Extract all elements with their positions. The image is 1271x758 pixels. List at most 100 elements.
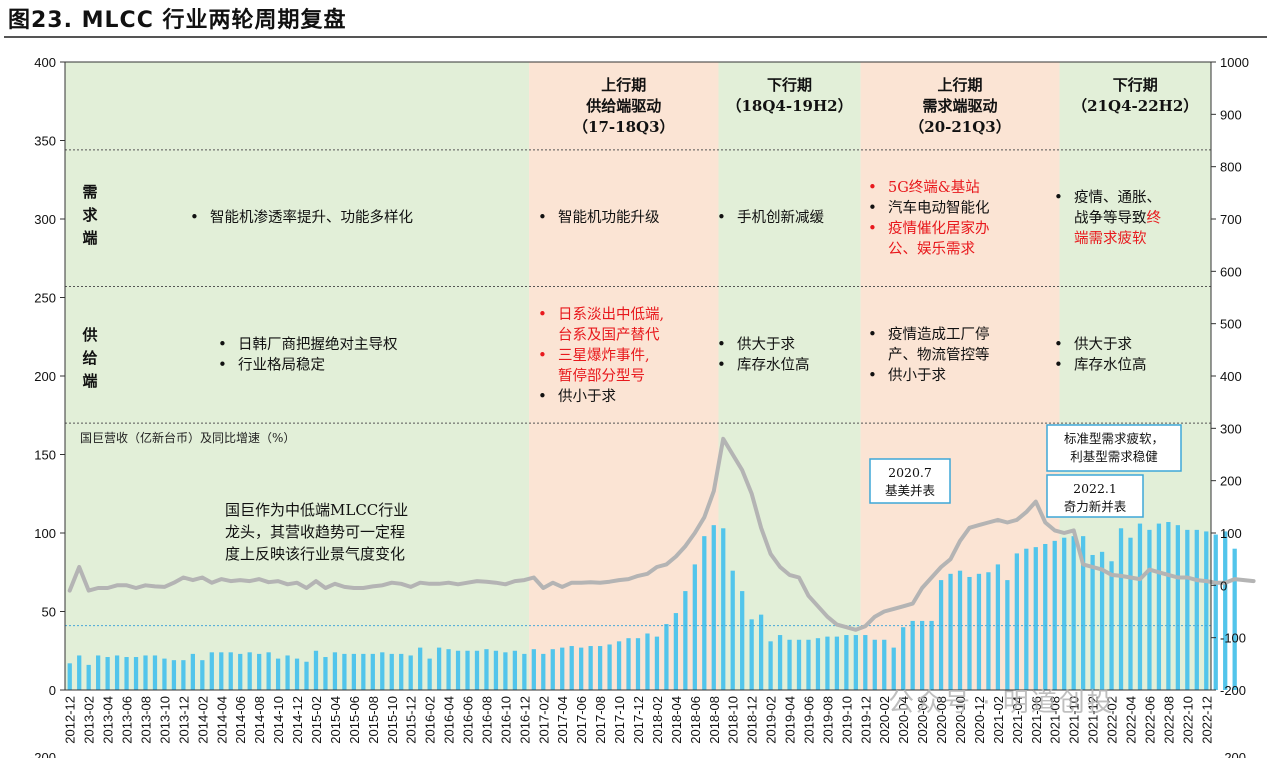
- revenue-bar: [361, 653, 366, 690]
- revenue-bar: [588, 646, 593, 690]
- x-tick-label: 2014-08: [252, 696, 267, 744]
- revenue-bar: [474, 650, 480, 690]
- left-tick-label: 50: [42, 605, 56, 620]
- revenue-bar: [512, 650, 518, 690]
- bullet-dot: •: [868, 219, 877, 237]
- revenue-bar: [758, 614, 764, 690]
- revenue-bar: [920, 620, 925, 690]
- x-tick-label: 2021-10: [1067, 696, 1082, 744]
- revenue-bar: [1175, 525, 1180, 690]
- revenue-bar: [1137, 523, 1143, 690]
- revenue-bar: [200, 660, 205, 690]
- right-tick-label: 600: [1220, 264, 1242, 279]
- phase-title-text: 上行期: [938, 76, 983, 94]
- figure-title: 图23. MLCC 行业两轮周期复盘: [8, 8, 347, 33]
- section-divider-lines: [65, 149, 1211, 627]
- revenue-bar: [995, 564, 1001, 690]
- revenue-bar: [1166, 522, 1171, 690]
- x-tick-label: 2014-04: [214, 696, 229, 744]
- row-label-demand: 端: [82, 229, 97, 247]
- revenue-bar: [787, 639, 792, 690]
- revenue-bar: [1090, 554, 1095, 690]
- revenue-bar: [484, 649, 489, 690]
- bullet-dot: •: [190, 208, 199, 226]
- phase-title-text: 供给端驱动: [585, 97, 661, 115]
- revenue-bar: [834, 636, 840, 690]
- revenue-bar: [171, 660, 177, 690]
- revenue-bar: [645, 633, 650, 690]
- revenue-bar: [1043, 543, 1048, 690]
- revenue-bar: [181, 660, 186, 690]
- left-tick-label: 250: [34, 291, 56, 306]
- x-tick-label: 2022-04: [1123, 696, 1138, 744]
- row-label-supply: 给: [82, 349, 97, 367]
- revenue-bar: [901, 627, 906, 690]
- revenue-bar: [1062, 537, 1067, 690]
- demand-bullet-text: 端需求疲软: [1074, 230, 1147, 247]
- revenue-bar: [1223, 531, 1228, 690]
- demand-bullet-text: 疫情催化居家办: [888, 220, 990, 237]
- revenue-bar: [77, 655, 82, 690]
- revenue-bar: [550, 649, 555, 690]
- bullet-dot: •: [717, 208, 726, 226]
- revenue-bar: [162, 658, 167, 690]
- x-tick-label: 2016-06: [461, 696, 476, 744]
- revenue-bar: [436, 647, 442, 690]
- revenue-bar: [1118, 528, 1124, 690]
- supply-bullet-text: 供大于求: [1074, 336, 1132, 353]
- revenue-bar: [114, 655, 120, 690]
- x-tick-label: 2019-10: [839, 696, 854, 744]
- x-tick-label: 2021-06: [1029, 696, 1044, 744]
- x-tick-label: 2021-04: [1010, 696, 1025, 744]
- left-y-axis: 0 50 100 150 200 250 300 350 400 -200: [30, 55, 65, 758]
- x-tick-label: 2017-06: [574, 696, 589, 744]
- watermark: 公众号 · 明道创投: [888, 688, 1115, 718]
- x-tick-label: 2020-04: [896, 696, 911, 744]
- revenue-bar: [1033, 547, 1038, 690]
- bullet-dot: •: [1054, 188, 1063, 206]
- x-tick-label: 2015-02: [309, 696, 324, 744]
- x-tick-label: 2018-08: [707, 696, 722, 744]
- x-tick-label: 2020-10: [953, 696, 968, 744]
- bullet-dot: •: [717, 335, 726, 353]
- revenue-bar: [257, 653, 262, 690]
- left-tick-label: 350: [34, 134, 56, 149]
- bullet-dot: •: [538, 305, 547, 323]
- revenue-bar: [1052, 540, 1057, 690]
- callout-text: 基美并表: [885, 483, 936, 498]
- bullet-dot: •: [538, 208, 547, 226]
- demand-bullet-text: 智能机功能升级: [558, 209, 660, 226]
- callout-text: 2022.1: [1073, 481, 1117, 496]
- phase-title-text: （17-18Q3）: [573, 118, 674, 136]
- phase-title-text: （18Q4-19H2）: [726, 97, 852, 115]
- x-tick-label: 2017-10: [612, 696, 627, 744]
- revenue-bar: [351, 653, 356, 690]
- revenue-bar: [1005, 580, 1010, 690]
- revenue-bar: [635, 638, 641, 690]
- x-tick-label: 2013-04: [101, 696, 116, 744]
- x-tick-label: 2015-12: [404, 696, 419, 744]
- revenue-bar: [616, 641, 622, 690]
- x-tick-label: 2013-06: [120, 696, 135, 744]
- x-tick-label: 2022-12: [1199, 696, 1214, 744]
- revenue-bar: [1156, 523, 1162, 690]
- x-tick-label: 2019-12: [858, 696, 873, 744]
- demand-bullet-text: 手机创新减缓: [737, 209, 824, 226]
- revenue-bar: [370, 653, 375, 690]
- revenue-bar: [863, 635, 868, 690]
- revenue-bar: [664, 624, 669, 690]
- revenue-bar: [503, 652, 508, 690]
- x-tick-label: 2013-08: [139, 696, 154, 744]
- revenue-bar: [872, 639, 877, 690]
- revenue-bar: [493, 650, 499, 690]
- revenue-bar: [711, 525, 716, 690]
- revenue-bar: [1071, 536, 1076, 690]
- revenue-bar: [1185, 529, 1190, 690]
- revenue-bar: [133, 657, 139, 690]
- revenue-bar: [465, 650, 470, 690]
- right-tick-label: 500: [1220, 317, 1242, 332]
- revenue-bar: [285, 655, 290, 690]
- x-tick-label: 2017-08: [593, 696, 608, 744]
- x-tick-label: 2015-08: [366, 696, 381, 744]
- revenue-bar: [1147, 529, 1152, 690]
